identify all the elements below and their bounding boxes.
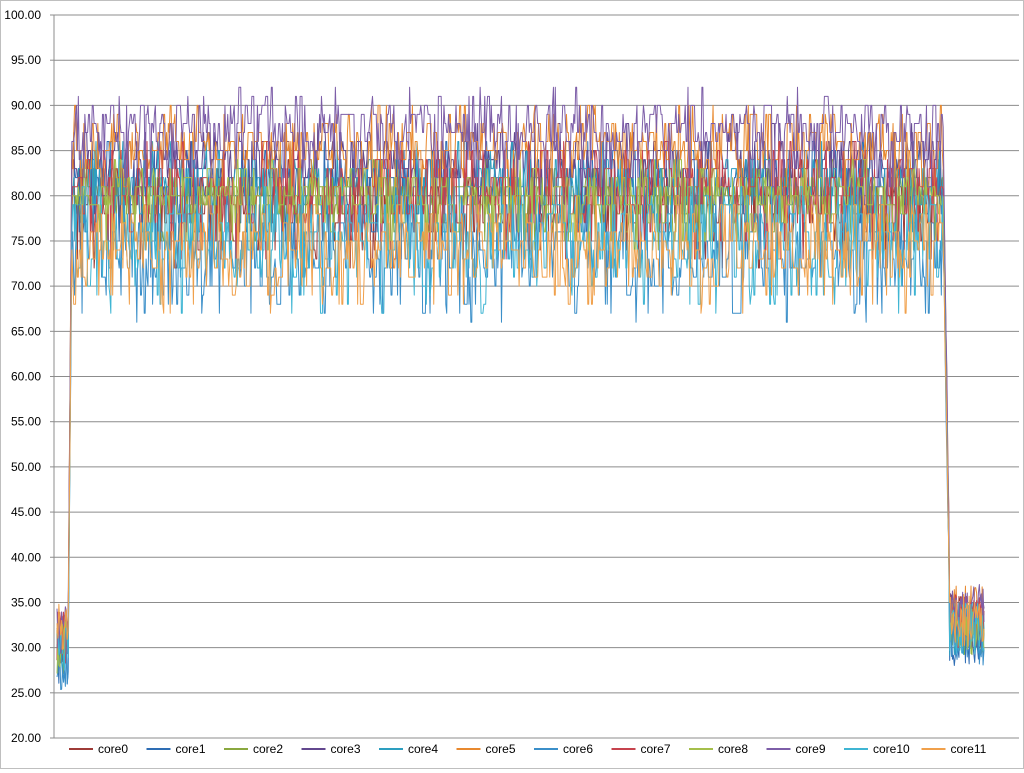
legend: core0 core1 core2 core3 core4 core5 core6 core7… — [69, 742, 987, 756]
legend-label: core5 — [486, 742, 516, 756]
series-layer — [56, 86, 985, 691]
legend-item-core2: core2 — [224, 742, 283, 756]
series-line-core10 — [56, 186, 985, 671]
y-tick-label: 85.00 — [11, 144, 41, 158]
legend-label: core7 — [641, 742, 671, 756]
y-tick-label: 60.00 — [11, 370, 41, 384]
legend-item-core1: core1 — [146, 742, 206, 756]
y-tick-label: 75.00 — [11, 234, 41, 248]
legend-item-core4: core4 — [379, 742, 438, 756]
y-tick-label: 25.00 — [11, 686, 41, 700]
y-tick-label: 70.00 — [11, 279, 41, 293]
legend-label: core3 — [331, 742, 361, 756]
legend-label: core8 — [718, 742, 748, 756]
y-tick-label: 50.00 — [11, 460, 41, 474]
y-tick-label: 55.00 — [11, 415, 41, 429]
legend-item-core7: core7 — [611, 742, 671, 756]
series-line-core11 — [56, 195, 985, 651]
y-tick-label: 20.00 — [11, 731, 41, 745]
legend-label: core9 — [796, 742, 826, 756]
y-tick-label: 80.00 — [11, 189, 41, 203]
legend-label: core4 — [408, 742, 438, 756]
series-line-core9 — [56, 86, 985, 655]
legend-item-core10: core10 — [844, 742, 910, 756]
legend-label: core6 — [563, 742, 593, 756]
legend-label: core11 — [951, 742, 987, 756]
legend-item-core6: core6 — [534, 742, 593, 756]
legend-label: core10 — [873, 742, 910, 756]
y-tick-label: 35.00 — [11, 595, 41, 609]
legend-label: core0 — [98, 742, 128, 756]
y-tick-label: 100.00 — [4, 8, 41, 22]
legend-item-core5: core5 — [456, 742, 516, 756]
y-tick-label: 65.00 — [11, 324, 41, 338]
legend-item-core9: core9 — [766, 742, 826, 756]
legend-item-core3: core3 — [301, 742, 361, 756]
legend-item-core8: core8 — [689, 742, 748, 756]
series-line-core8 — [56, 159, 985, 674]
y-tick-label: 40.00 — [11, 550, 41, 564]
series-line-core6 — [56, 195, 985, 691]
y-tick-label: 45.00 — [11, 505, 41, 519]
y-tick-label: 30.00 — [11, 641, 41, 655]
legend-label: core2 — [253, 742, 283, 756]
legend-item-core0: core0 — [69, 742, 128, 756]
legend-label: core1 — [176, 742, 206, 756]
legend-item-core11: core11 — [921, 742, 987, 756]
y-tick-label: 95.00 — [11, 53, 41, 67]
axis-layer: 20.00 25.00 30.00 35.00 40.00 45.00 50.00 55.00… — [4, 8, 55, 745]
y-tick-label: 90.00 — [11, 98, 41, 112]
